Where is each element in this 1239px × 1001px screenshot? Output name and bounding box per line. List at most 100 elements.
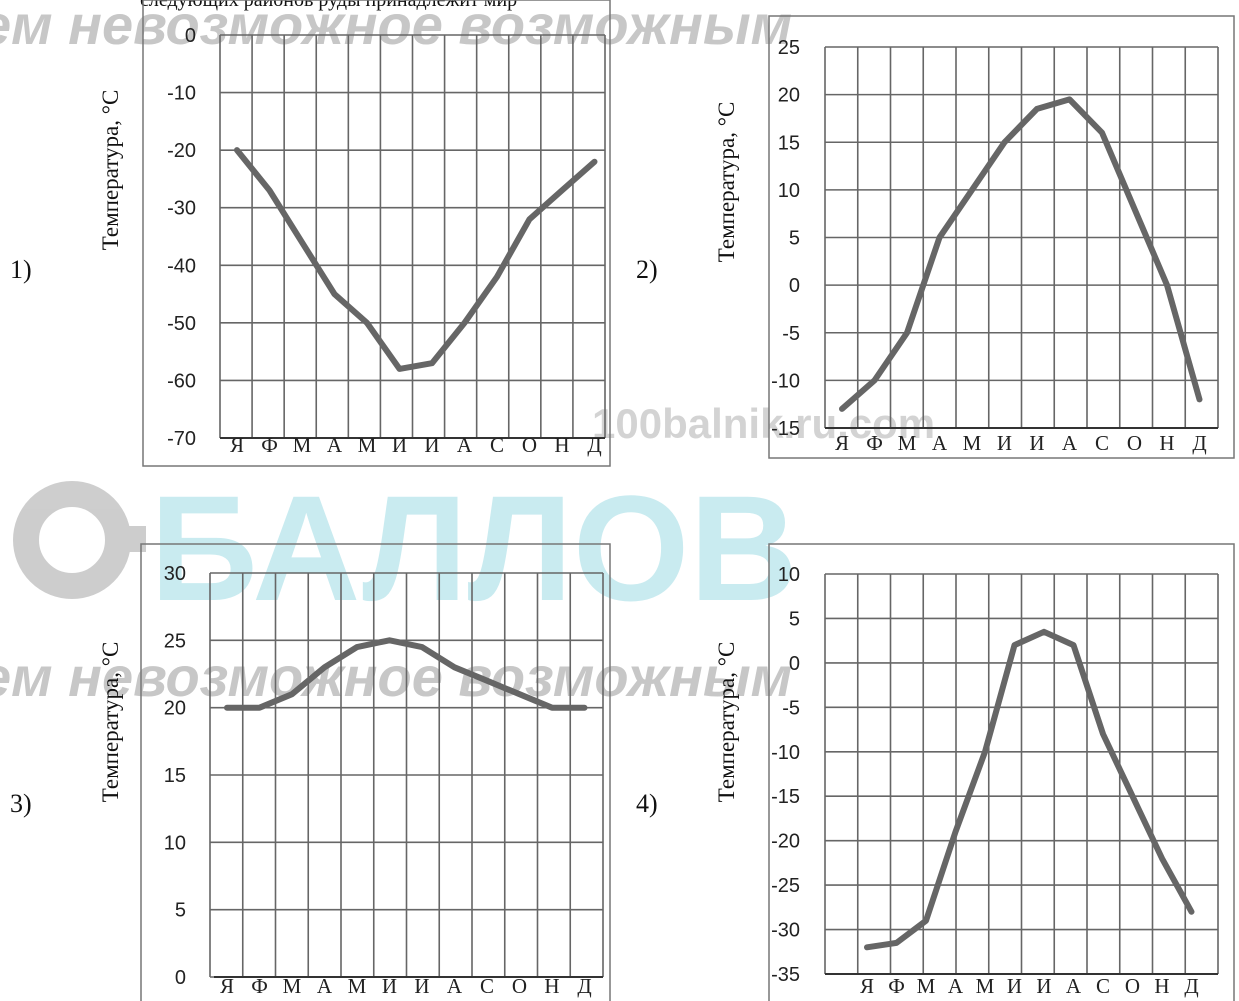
y-tick-label: -20 (771, 831, 800, 853)
x-tick-label: Я (835, 431, 849, 455)
x-tick-label: М (283, 974, 302, 998)
y-tick-label: 5 (789, 228, 800, 250)
temperature-line (224, 637, 588, 711)
watermark-phrase-top: ем невозможное возможным (0, 0, 792, 56)
x-tick-label: И (382, 974, 397, 998)
y-tick-label: -35 (771, 964, 800, 986)
x-tick-label: С (1095, 431, 1109, 455)
x-tick-label: И (414, 974, 429, 998)
top-cropped-text: следующих районов руды принадлежит мир (140, 0, 517, 11)
y-tick-label: -5 (782, 323, 800, 345)
x-tick-label: А (317, 974, 333, 998)
y-tick-label: -70 (167, 428, 196, 450)
x-tick-label: И (997, 431, 1012, 455)
x-tick-label: Я (860, 974, 874, 998)
x-tick-label: Ф (261, 433, 278, 457)
x-tick-label: М (348, 974, 367, 998)
chart-4-frame (768, 543, 1235, 1001)
y-tick-label: 0 (185, 25, 196, 47)
x-tick-label: М (963, 431, 982, 455)
chart-1: 1) Температура, °С 0 -10 -20 -30 -40 -50 -60 -7… (10, 0, 611, 467)
x-tick-label: А (1066, 974, 1082, 998)
x-tick-label: И (424, 433, 439, 457)
x-tick-label: Я (230, 433, 244, 457)
watermark-brand: БАЛЛОВ (150, 464, 798, 632)
y-tick-label: -50 (167, 313, 196, 335)
x-tick-label: М (358, 433, 377, 457)
x-tick-label: И (1036, 974, 1051, 998)
y-tick-label: -60 (167, 370, 196, 392)
y-tick-label: -40 (167, 255, 196, 277)
x-tick-label: М (293, 433, 312, 457)
chart-4-number: 4) (636, 789, 658, 818)
y-tick-label: 15 (778, 132, 800, 154)
x-tick-label: Ф (251, 974, 268, 998)
x-tick-label: С (480, 974, 494, 998)
chart-1-number: 1) (10, 255, 32, 284)
y-tick-label: 5 (789, 608, 800, 630)
chart-2-number: 2) (636, 255, 658, 284)
y-tick-label: 0 (789, 653, 800, 675)
y-tick-label: -15 (771, 418, 800, 440)
x-tick-label: И (1029, 431, 1044, 455)
x-tick-label: И (1007, 974, 1022, 998)
chart-3-number: 3) (10, 789, 32, 818)
x-tick-label: О (522, 433, 537, 457)
x-tick-label: А (457, 433, 473, 457)
y-tick-label: -30 (771, 920, 800, 942)
x-tick-label: Я (220, 974, 234, 998)
chart-3-frame (140, 543, 611, 1001)
y-tick-label: -30 (167, 198, 196, 220)
y-tick-label: 5 (175, 900, 186, 922)
x-tick-label: С (1096, 974, 1110, 998)
y-tick-label: 20 (164, 698, 186, 720)
y-tick-label: 0 (789, 275, 800, 297)
x-tick-label: Н (554, 433, 569, 457)
x-tick-label: И (392, 433, 407, 457)
temperature-line (864, 628, 1195, 951)
y-tick-label: -10 (771, 370, 800, 392)
x-tick-label: Д (1192, 431, 1206, 455)
x-tick-label: О (512, 974, 527, 998)
watermark-logo-circle (13, 481, 146, 599)
y-tick-label: 10 (164, 832, 186, 854)
x-tick-label: С (490, 433, 504, 457)
x-tick-label: Ф (866, 431, 883, 455)
x-tick-label: О (1125, 974, 1140, 998)
x-tick-label: М (898, 431, 917, 455)
y-tick-label: 25 (164, 630, 186, 652)
y-tick-label: 0 (175, 967, 186, 989)
x-tick-label: А (447, 974, 463, 998)
x-tick-label: Д (577, 974, 591, 998)
x-tick-label: А (948, 974, 964, 998)
x-tick-label: А (327, 433, 343, 457)
chart-3-ylabel: Температура, °С (98, 642, 123, 803)
watermark-phrase-middle: ем невозможное возможным (0, 645, 792, 708)
x-tick-label: Н (544, 974, 559, 998)
y-tick-label: 30 (164, 563, 186, 585)
y-tick-label: -5 (782, 697, 800, 719)
y-tick-label: -20 (167, 140, 196, 162)
x-tick-label: Ф (888, 974, 905, 998)
y-tick-label: -10 (167, 83, 196, 105)
watermark: ем невозможное возможным 100balnik.ru.co… (0, 0, 935, 708)
y-tick-label: 10 (778, 180, 800, 202)
y-tick-label: 25 (778, 37, 800, 59)
y-tick-label: -25 (771, 875, 800, 897)
x-tick-label: А (1062, 431, 1078, 455)
x-tick-label: Н (1159, 431, 1174, 455)
chart-1-frame (142, 0, 611, 467)
watermark-site: 100balnik.ru.com (592, 400, 935, 447)
chart-4: 4) Температура, °С 10 5 0 -5 -10 -15 -20 -25 -30… (636, 543, 1235, 1001)
x-tick-label: А (932, 431, 948, 455)
temperature-line (234, 147, 598, 372)
temperature-line (839, 96, 1203, 412)
y-tick-label: -15 (771, 786, 800, 808)
chart-1-ylabel: Температура, °С (98, 90, 123, 251)
y-tick-label: 20 (778, 85, 800, 107)
y-tick-label: 15 (164, 765, 186, 787)
chart-2-ylabel: Температура, °С (714, 102, 739, 263)
x-tick-label: М (917, 974, 936, 998)
